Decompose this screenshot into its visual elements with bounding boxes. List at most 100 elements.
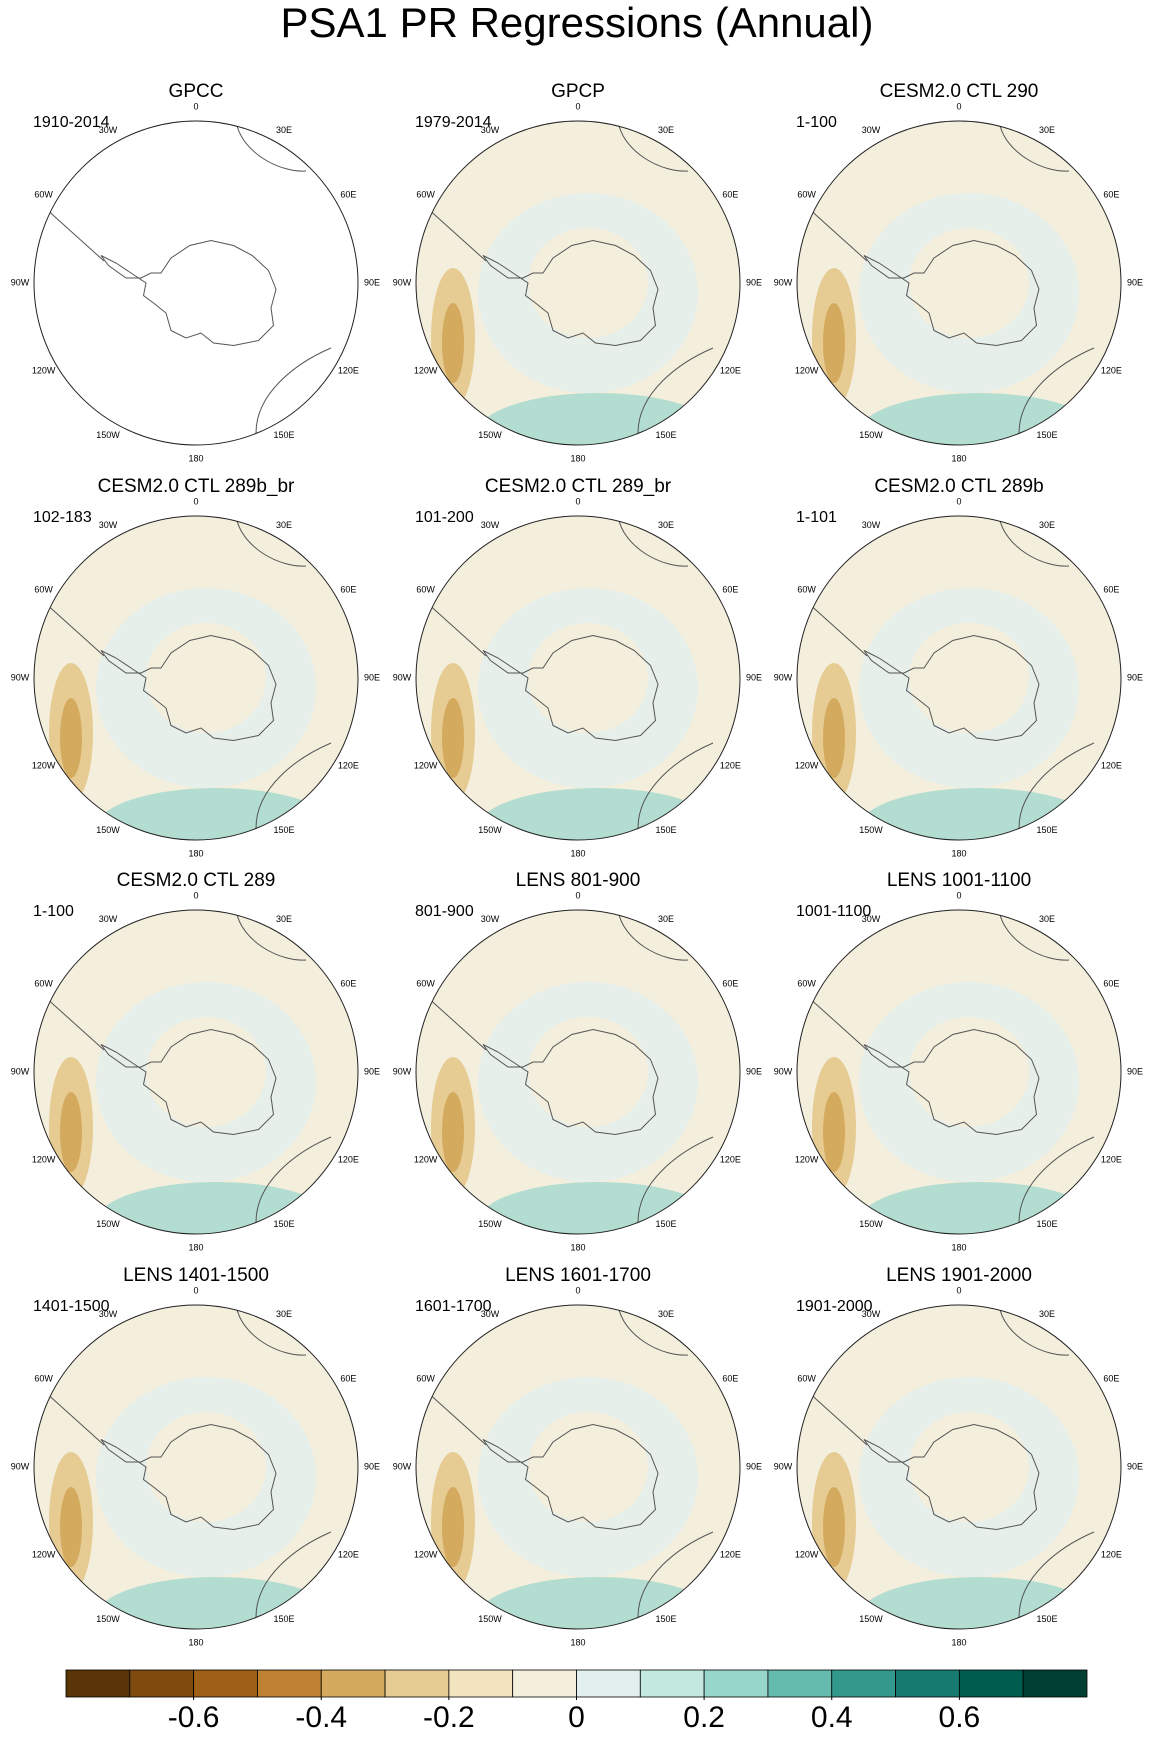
field-shade	[823, 1092, 845, 1172]
longitude-label: 150W	[96, 1219, 120, 1229]
longitude-label: 60W	[416, 978, 435, 988]
coastline	[1018, 1531, 1095, 1618]
map-field	[34, 121, 358, 445]
longitude-label: 90W	[774, 1066, 793, 1076]
longitude-label: 150E	[655, 1219, 676, 1229]
longitude-label: 0	[193, 496, 198, 506]
map-field	[34, 910, 358, 1234]
field-shade	[146, 1412, 266, 1522]
map-field	[34, 516, 358, 840]
field-shade	[60, 1487, 82, 1567]
longitude-label: 60W	[797, 1373, 816, 1383]
longitude-label: 30E	[658, 1309, 674, 1319]
longitude-label: 180	[951, 848, 966, 858]
colorbar-box	[958, 1669, 1024, 1698]
field-shade	[528, 623, 648, 733]
longitude-label: 30E	[276, 914, 292, 924]
coastline	[482, 634, 659, 742]
longitude-label: 150W	[859, 1614, 883, 1624]
coastline	[235, 910, 307, 961]
map-border	[796, 909, 1122, 1235]
panel-period: 1-101	[796, 509, 837, 526]
field-shade	[146, 1017, 266, 1127]
longitude-label: 150W	[859, 430, 883, 440]
longitude-label: 120E	[338, 365, 359, 375]
longitude-label: 180	[570, 453, 585, 463]
longitude-label: 150E	[655, 825, 676, 835]
map-border	[796, 515, 1122, 841]
longitude-label: 30W	[481, 520, 500, 530]
panel-period: 102-183	[33, 509, 92, 526]
colorbar-box	[65, 1669, 131, 1698]
field-shade	[96, 788, 336, 840]
field-shade	[909, 228, 1029, 338]
longitude-label: 60W	[34, 978, 53, 988]
map-field	[34, 1305, 358, 1629]
map-field	[416, 121, 740, 445]
field-shade	[442, 1487, 464, 1567]
map-panel: CESM2.0 CTL 289 1-100 0 30E 60E 90E 120E 150E 18…	[11, 870, 380, 1252]
map-border	[33, 1304, 359, 1630]
coastline	[863, 1423, 1040, 1531]
field-shade	[823, 1487, 845, 1567]
map-border	[415, 515, 741, 841]
longitude-label: 180	[570, 1242, 585, 1252]
longitude-label: 30W	[862, 914, 881, 924]
longitude-label: 150E	[1036, 430, 1057, 440]
longitude-label: 120W	[32, 365, 56, 375]
longitude-label: 60E	[722, 584, 738, 594]
coastline	[235, 121, 307, 172]
field-shade	[60, 698, 82, 778]
longitude-label: 180	[570, 848, 585, 858]
longitude-label: 30W	[99, 914, 118, 924]
longitude-label: 90W	[774, 1461, 793, 1471]
longitude-label: 150E	[273, 1219, 294, 1229]
longitude-label: 30E	[276, 520, 292, 530]
panel-title: GPCP	[551, 81, 605, 102]
map-panel: CESM2.0 CTL 289b_br 102-183 0 30E 60E 90E 120E…	[11, 476, 380, 858]
longitude-label: 30E	[1039, 914, 1055, 924]
colorbar-label: -0.6	[168, 1701, 220, 1734]
longitude-label: 60W	[797, 978, 816, 988]
longitude-label: 0	[193, 101, 198, 111]
colorbar-box	[257, 1669, 322, 1698]
longitude-label: 180	[188, 848, 203, 858]
map-border	[415, 909, 741, 1235]
field-shade	[442, 1092, 464, 1172]
coastline	[998, 910, 1070, 961]
field-shade	[909, 1017, 1029, 1127]
longitude-label: 0	[193, 1285, 198, 1295]
coastline	[100, 634, 277, 742]
map-panel: LENS 1401-1500 1401-1500 0 30E 60E 90E 120E 150…	[11, 1265, 380, 1647]
field-shade	[146, 623, 266, 733]
colorbar-box	[384, 1669, 450, 1698]
colorbar-box	[512, 1669, 577, 1698]
longitude-label: 90E	[364, 672, 380, 682]
longitude-label: 150W	[859, 1219, 883, 1229]
map-panel: LENS 1901-2000 1901-2000 0 30E 60E 90E 120E 150…	[774, 1265, 1143, 1647]
longitude-label: 120E	[720, 1549, 741, 1559]
panel-title: CESM2.0 CTL 289b_br	[98, 476, 295, 497]
field-shade	[528, 228, 648, 338]
panel-title: CESM2.0 CTL 290	[880, 81, 1039, 102]
longitude-label: 120W	[32, 760, 56, 770]
longitude-label: 60E	[340, 1373, 356, 1383]
map-field	[416, 516, 740, 840]
longitude-label: 60E	[1103, 189, 1119, 199]
longitude-label: 60E	[1103, 978, 1119, 988]
longitude-label: 90E	[364, 277, 380, 287]
field-shade	[478, 393, 718, 445]
field-shade	[859, 393, 1099, 445]
panel-period: 1901-2000	[796, 1298, 873, 1315]
panel-title: LENS 1601-1700	[505, 1265, 651, 1286]
longitude-label: 30W	[862, 1309, 881, 1319]
longitude-label: 120W	[32, 1549, 56, 1559]
longitude-label: 0	[193, 890, 198, 900]
map-border	[415, 120, 741, 446]
longitude-label: 120E	[1101, 1549, 1122, 1559]
field-shade	[528, 1017, 648, 1127]
coastline	[637, 347, 714, 434]
coastline	[637, 742, 714, 829]
map-panel: CESM2.0 CTL 290 1-100 0 30E 60E 90E 120E 150E 18…	[774, 81, 1143, 463]
longitude-label: 120W	[795, 365, 819, 375]
